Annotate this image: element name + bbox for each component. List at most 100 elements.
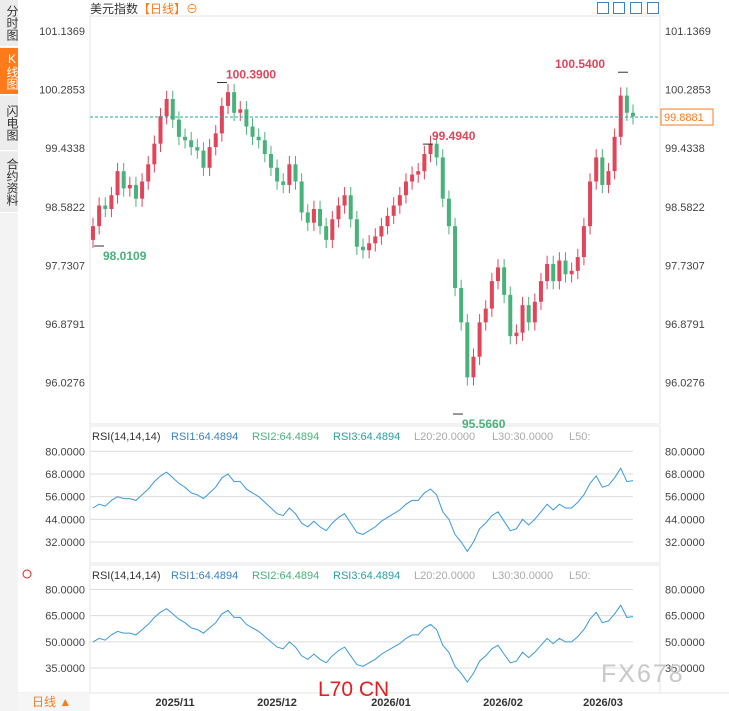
date-tick: 2025/12 [257,697,297,709]
last-price-box [660,108,714,126]
rsi-legend-item: RSI2:64.4894 [252,431,319,443]
footer-timeframe[interactable]: 日线 ▲ [18,693,90,711]
rsi-tick-left: 44.0000 [45,514,85,526]
rsi-legend-item: RSI1:64.4894 [171,431,238,443]
candle-body [569,270,574,275]
candle-body [453,226,458,288]
candle-body [109,195,114,209]
price-tick-right: 96.8791 [665,319,705,331]
candle-body [348,195,353,220]
annotation-label: 100.3900 [226,68,276,82]
candle-body [373,236,378,244]
candle-body [201,150,206,168]
candle-body [600,157,605,185]
price-tick-left: 96.0276 [45,377,85,389]
candle-body [330,219,335,240]
candle-body [397,195,402,206]
candle-body [140,181,145,199]
candle-body [287,164,292,185]
candle-body [97,205,102,227]
rsi-tick-right: 35.0000 [665,663,705,675]
date-tick: 2025/11 [155,697,194,709]
candle-body [422,154,427,172]
sidebar: 分时图 K线图 闪电图 合约资料 [0,0,19,711]
rsi-legend-item: L50: [569,570,590,582]
candle-body [342,195,347,206]
arrow-icon[interactable] [630,2,642,14]
close-icon[interactable] [647,2,659,14]
tab-kline-chart[interactable]: K线图 [0,48,19,95]
candle-body [594,157,599,182]
candle-body [232,92,237,113]
rsi-legend-item: RSI3:64.4894 [333,570,400,582]
price-panel-frame [89,15,661,425]
candle-body [299,181,304,213]
candle-body [416,171,421,175]
candle-body [557,260,562,282]
candle-body [434,143,439,158]
candle-body [508,294,513,337]
candle-body [581,226,586,258]
price-tick-right: 99.4338 [665,143,705,155]
candle-body [465,322,470,378]
price-tick-right: 98.5822 [665,202,705,214]
rsi-tick-right: 50.0000 [665,637,705,649]
candle-body [146,164,151,182]
candle-body [631,112,635,117]
candle-body [311,208,316,223]
candle-body [115,171,120,196]
tab-contract-info[interactable]: 合约资料 [0,152,19,213]
candle-body [502,267,507,295]
candle-body [520,305,525,333]
candle-body [293,164,298,182]
chart-header: 美元指数【日线】⊖ [90,0,198,16]
candle-body [403,181,408,196]
candle-body [176,119,181,137]
rsi-tick-left: 32.0000 [45,537,85,549]
rsi-tick-left: 80.0000 [45,446,85,458]
candle-body [268,154,273,168]
candle-body [410,174,415,182]
candle-body [103,205,108,209]
candle-body [133,184,138,199]
tab-time-chart[interactable]: 分时图 [0,0,19,47]
timeframe-label[interactable]: 【日线】 [138,2,187,16]
candle-body [207,147,212,168]
rsi-tick-left: 35.0000 [45,663,85,675]
candle-body [483,308,488,323]
candle-body [514,332,519,337]
rsi-legend-item: L30:30.0000 [492,570,553,582]
fit-icon[interactable] [597,2,609,14]
candle-body [489,281,494,309]
tab-flash-chart[interactable]: 闪电图 [0,96,19,151]
candle-body [606,171,611,185]
candle-body [336,205,341,220]
candle-body [551,263,556,282]
candle-body [183,136,188,141]
last-price-label: 99.8881 [664,112,704,124]
candle-body [538,281,543,302]
candle-body [379,226,384,237]
rsi-line [92,604,634,683]
rsi-legend-item: RSI(14,14,14) [92,570,160,582]
annotation-label: 100.5400 [555,57,605,71]
expand-icon[interactable] [613,2,625,14]
watermark-right: FX678 [601,660,685,688]
price-tick-left: 97.7307 [45,260,85,272]
candle-body [391,205,396,216]
rsi-legend-item: RSI(14,14,14) [92,431,160,443]
candle-body [428,143,433,154]
price-tick-left: 100.2853 [39,85,85,97]
candle-body [262,140,267,154]
candle-body [189,140,194,148]
candle-body [244,109,249,127]
candle-body [575,257,580,271]
candle-body [305,212,310,223]
date-tick: 2026/03 [583,697,623,709]
rsi-panel-frame-1 [89,425,661,564]
price-tick-left: 99.4338 [45,143,85,155]
rsi-tick-right: 44.0000 [665,514,705,526]
settings-icon[interactable]: ⊖ [186,2,199,16]
rsi-legend-item: L30:30.0000 [492,431,553,443]
